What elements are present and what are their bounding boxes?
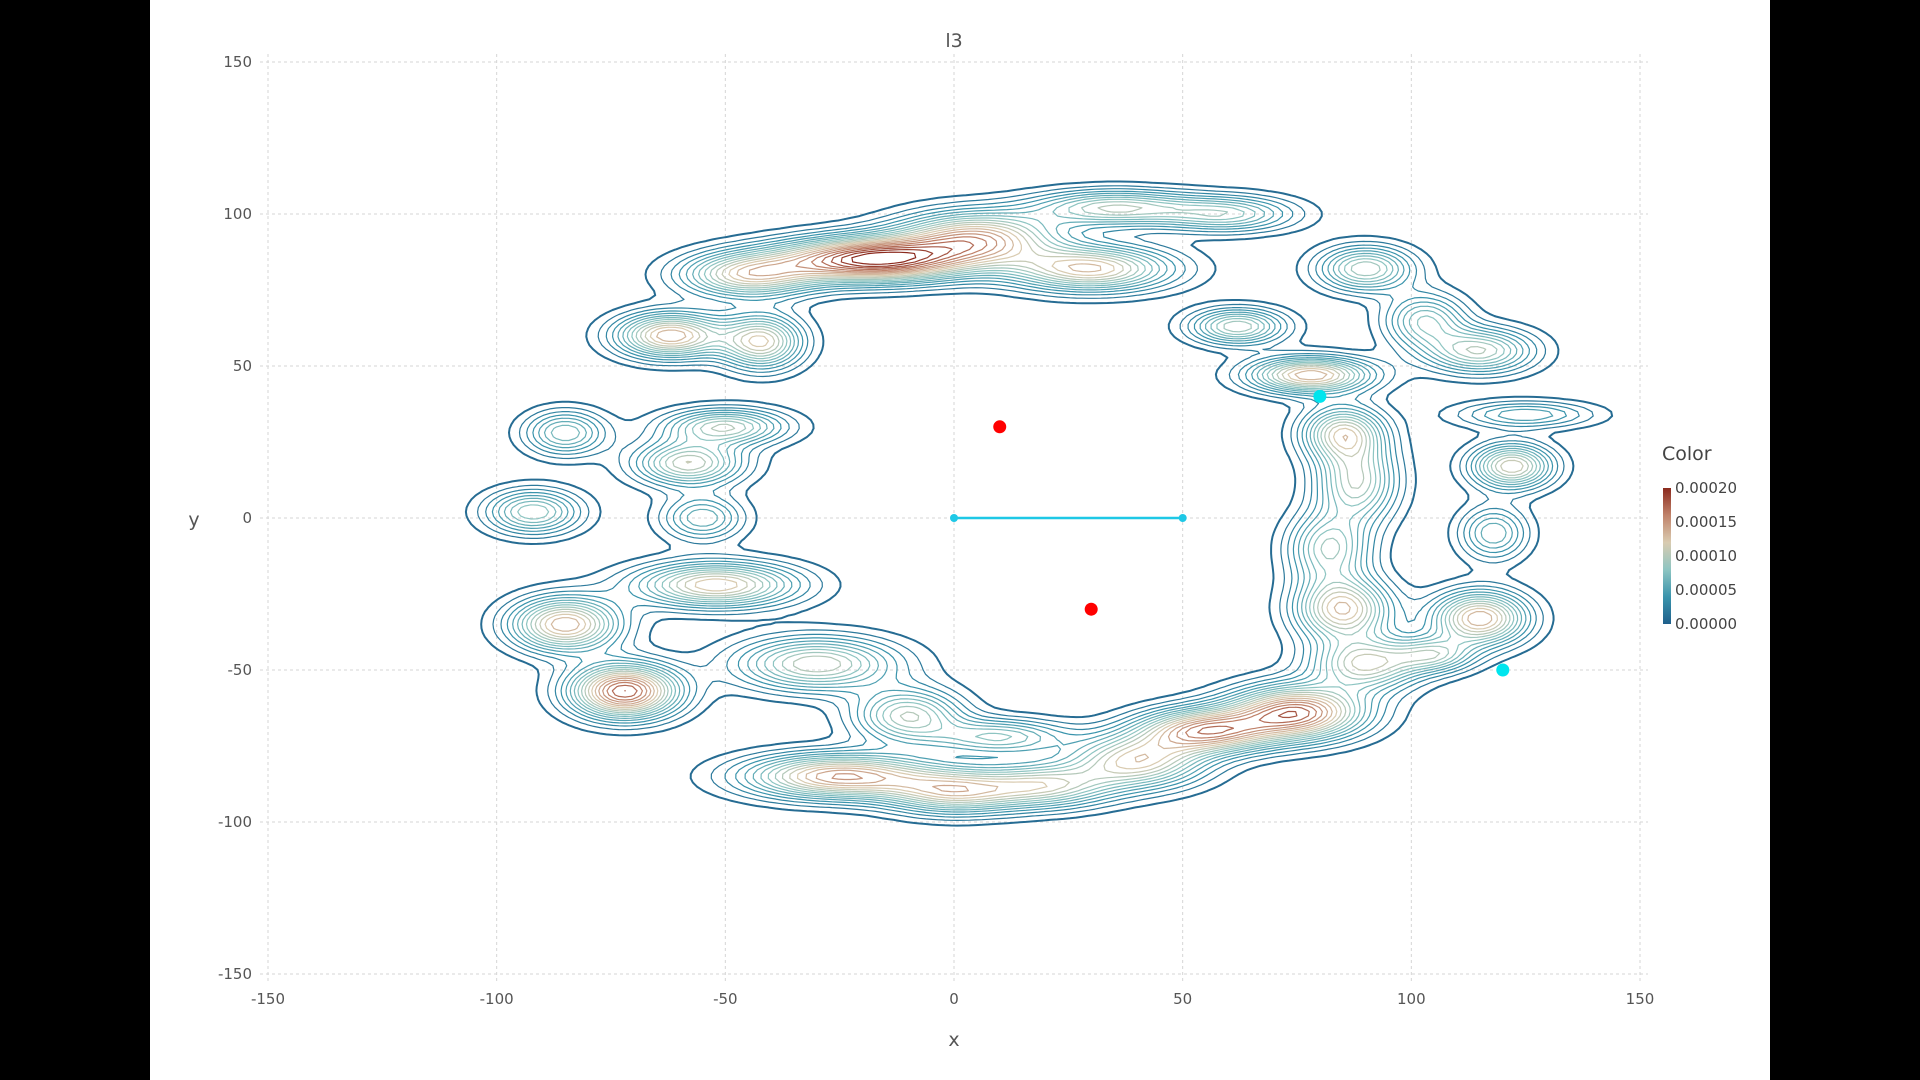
contour-level bbox=[624, 246, 1298, 719]
contour-level bbox=[840, 249, 934, 267]
y-tick-label: -100 bbox=[218, 813, 252, 831]
colorbar: Color 0.00000 0.00005 0.00010 0.00015 0.0002… bbox=[1662, 443, 1737, 633]
x-tick-label: 50 bbox=[1173, 990, 1192, 1008]
density-contours bbox=[464, 180, 1614, 827]
y-tick-label: -50 bbox=[228, 661, 253, 679]
contour-level bbox=[534, 204, 1529, 803]
contour-level bbox=[464, 180, 1614, 827]
contour-level bbox=[497, 192, 1554, 813]
chart-title: l3 bbox=[945, 30, 962, 52]
contour-level bbox=[477, 185, 1594, 821]
x-axis-title: x bbox=[948, 1029, 959, 1051]
contour-level bbox=[530, 201, 1534, 805]
x-tick-labels: -150 -100 -50 0 50 100 150 bbox=[251, 990, 1654, 1008]
contour-level bbox=[606, 236, 1317, 739]
y-axis-title: y bbox=[188, 509, 199, 531]
contour-level bbox=[598, 230, 1329, 793]
contour-level bbox=[491, 190, 1567, 815]
contour-level bbox=[602, 233, 1323, 781]
colorbar-tick-label: 0.00015 bbox=[1675, 513, 1737, 531]
contour-level bbox=[851, 251, 917, 265]
contour-level bbox=[485, 188, 1580, 818]
contour-level bbox=[550, 228, 1493, 797]
contour-level bbox=[611, 240, 1310, 735]
scatter-point bbox=[993, 420, 1007, 434]
y-tick-label: -150 bbox=[218, 965, 252, 983]
contour-level bbox=[517, 198, 1538, 807]
y-tick-label: 150 bbox=[223, 53, 252, 71]
x-tick-label: 0 bbox=[949, 990, 959, 1008]
x-tick-label: -50 bbox=[713, 990, 738, 1008]
contour-chart: -150 -100 -50 0 50 100 150 -150 -100 -50 0 50 100 15… bbox=[188, 30, 1737, 1051]
scatter-point bbox=[1313, 389, 1327, 403]
y-tick-label: 50 bbox=[233, 357, 252, 375]
segment-endpoint bbox=[950, 514, 958, 522]
colorbar-tick-label: 0.00020 bbox=[1675, 479, 1737, 497]
segment-endpoint bbox=[1178, 514, 1187, 522]
contour-level bbox=[510, 196, 1541, 809]
y-tick-label: 100 bbox=[223, 205, 252, 223]
y-tick-label: 0 bbox=[242, 509, 252, 527]
colorbar-tick-label: 0.00010 bbox=[1675, 547, 1737, 565]
contour-level bbox=[503, 194, 1545, 811]
scatter-point bbox=[1496, 663, 1510, 677]
x-tick-label: 100 bbox=[1397, 990, 1426, 1008]
colorbar-ticks: 0.00000 0.00005 0.00010 0.00015 0.00020 bbox=[1675, 479, 1737, 633]
x-tick-label: 150 bbox=[1626, 990, 1655, 1008]
y-tick-labels: -150 -100 -50 0 50 100 150 bbox=[218, 53, 252, 983]
plot-frame: -150 -100 -50 0 50 100 150 -150 -100 -50 0 50 100 15… bbox=[150, 0, 1770, 1080]
colorbar-tick-label: 0.00000 bbox=[1675, 615, 1737, 633]
colorbar-title: Color bbox=[1662, 443, 1712, 465]
colorbar-tick-label: 0.00005 bbox=[1675, 581, 1737, 599]
contour-level bbox=[539, 223, 1524, 801]
chart-marks bbox=[950, 389, 1510, 677]
colorbar-gradient bbox=[1663, 488, 1671, 624]
contour-level bbox=[544, 225, 1498, 799]
x-tick-label: -100 bbox=[480, 990, 514, 1008]
scatter-point bbox=[1084, 602, 1098, 616]
x-tick-label: -150 bbox=[251, 990, 285, 1008]
